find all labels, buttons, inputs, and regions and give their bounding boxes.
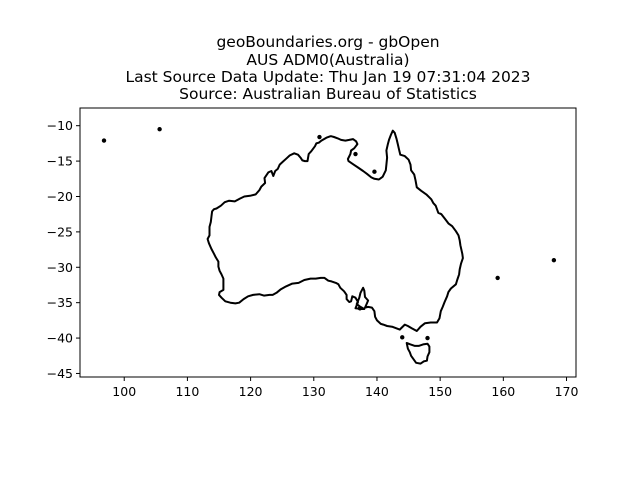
island-marker <box>353 151 358 157</box>
plot-area: 100 110 120 130 140 150 160 170 −10 −15 −20 −25 −30… <box>47 107 578 399</box>
x-tick-label: 110 <box>175 384 199 399</box>
x-tick-label: 120 <box>239 384 263 399</box>
map-layer <box>101 127 557 365</box>
x-tick-label: 130 <box>302 384 326 399</box>
y-axis: −10 −15 −20 −25 −30 −35 −40 −45 <box>47 118 80 381</box>
x-tick-label: 100 <box>112 384 136 399</box>
title-line-3: Last Source Data Update: Thu Jan 19 07:3… <box>125 68 530 86</box>
tasmania-coastline <box>405 342 431 365</box>
island-marker <box>157 127 162 132</box>
x-tick-label: 140 <box>365 384 389 399</box>
title-line-1: geoBoundaries.org - gbOpen <box>216 33 439 51</box>
island-marker <box>400 335 405 340</box>
y-tick-label: −30 <box>47 260 73 275</box>
x-tick-label: 170 <box>555 384 579 399</box>
title-line-2: AUS ADM0(Australia) <box>246 51 409 69</box>
island-marker <box>372 169 377 174</box>
y-tick-label: −15 <box>47 154 73 169</box>
y-tick-label: −35 <box>47 295 73 310</box>
x-tick-label: 160 <box>491 384 515 399</box>
axes-frame <box>79 107 577 378</box>
x-axis: 100 110 120 130 140 150 160 170 <box>112 377 578 399</box>
island-marker <box>317 134 322 140</box>
title-line-4: Source: Australian Bureau of Statistics <box>179 85 477 103</box>
island-marker <box>101 138 107 143</box>
y-tick-label: −45 <box>47 366 73 381</box>
y-tick-label: −25 <box>47 224 73 239</box>
island-marker <box>495 275 500 281</box>
mainland-coastline <box>206 129 464 332</box>
y-tick-label: −20 <box>47 189 73 204</box>
x-tick-label: 150 <box>428 384 452 399</box>
island-marker <box>357 306 363 311</box>
y-tick-label: −10 <box>47 118 73 133</box>
title-block: geoBoundaries.org - gbOpen AUS ADM0(Aust… <box>125 33 530 103</box>
island-marker <box>425 335 430 341</box>
y-tick-label: −40 <box>47 331 73 346</box>
island-marker <box>551 257 557 263</box>
